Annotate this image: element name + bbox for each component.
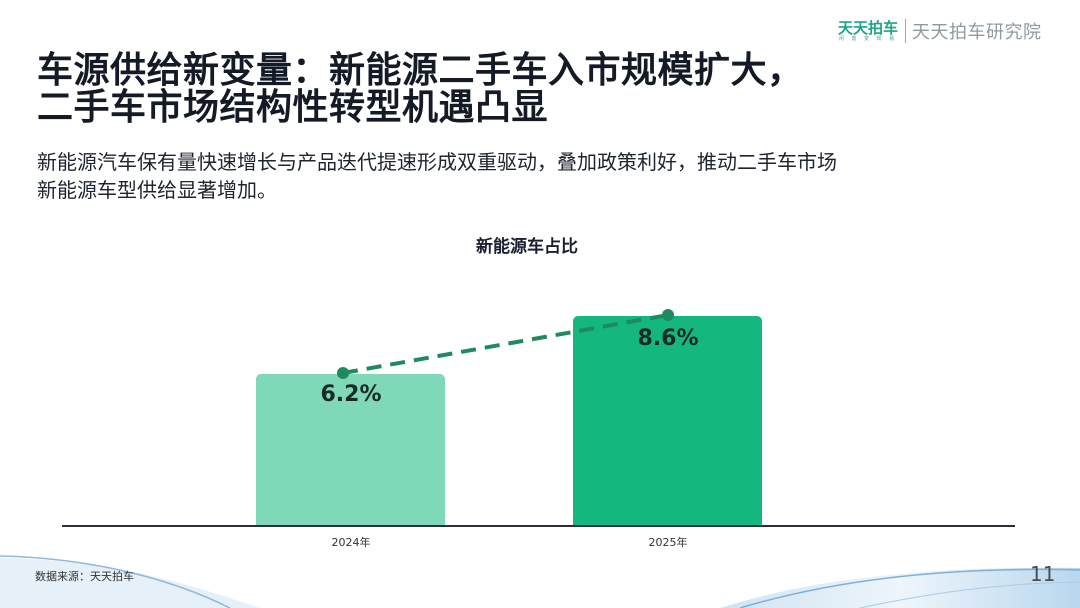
page-number: 11 xyxy=(1030,562,1056,586)
value-label-2024: 6.2% xyxy=(320,382,382,407)
brand-mark: 天天拍车 闲 置 变 现 易 xyxy=(838,20,898,43)
title-line-1: 车源供给新变量：新能源二手车入市规模扩大， xyxy=(37,50,804,91)
bar-2025 xyxy=(573,316,762,526)
x-axis-line xyxy=(62,525,1015,527)
title-line-2: 二手车市场结构性转型机遇凸显 xyxy=(37,87,549,128)
subtitle-line-2: 新能源车型供给显著增加。 xyxy=(37,178,277,202)
brand-tagline: 闲 置 变 现 易 xyxy=(838,35,898,42)
background-wave-decoration xyxy=(0,555,1080,608)
chart-title: 新能源车占比 xyxy=(476,237,578,257)
trend-point-2024 xyxy=(337,367,349,379)
x-tick-2025: 2025年 xyxy=(648,536,688,549)
brand-name: 天天拍车 xyxy=(838,18,899,37)
x-tick-2024: 2024年 xyxy=(331,536,371,549)
bar-2024 xyxy=(256,374,445,526)
brand-logo: 天天拍车 闲 置 变 现 易 天天拍车研究院 xyxy=(838,18,1042,44)
page-title: 车源供给新变量：新能源二手车入市规模扩大， 二手车市场结构性转型机遇凸显 xyxy=(37,52,804,126)
trend-point-2025 xyxy=(662,309,674,321)
logo-divider xyxy=(905,19,907,43)
value-label-2025: 8.6% xyxy=(637,326,699,351)
institute-name: 天天拍车研究院 xyxy=(912,22,1042,43)
subtitle-line-1: 新能源汽车保有量快速增长与产品迭代提速形成双重驱动，叠加政策利好，推动二手车市场 xyxy=(37,150,837,174)
data-source-note: 数据来源：天天拍车 xyxy=(35,570,134,583)
page-subtitle: 新能源汽车保有量快速增长与产品迭代提速形成双重驱动，叠加政策利好，推动二手车市场… xyxy=(37,148,1037,204)
